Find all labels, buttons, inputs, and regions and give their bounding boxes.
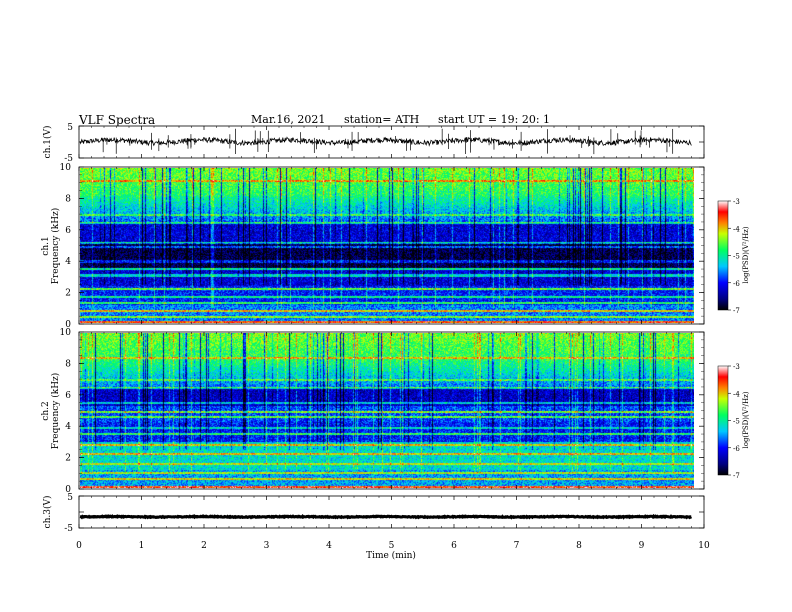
colorbar-tick-label: -6 — [733, 280, 740, 288]
ch1-colorbar-label: log(PSD)(V²/Hz) — [742, 226, 750, 283]
freq-tick-label: 8 — [65, 359, 71, 369]
station-label: station= ATH — [344, 113, 420, 126]
freq-tick-label: 2 — [65, 289, 71, 299]
ch1-ytick-bottom: -5 — [64, 154, 73, 164]
chart-title: VLF Spectra — [79, 113, 156, 127]
ch3-waveform — [79, 495, 704, 529]
freq-tick-label: 2 — [65, 454, 71, 464]
colorbar-tick-label: -3 — [733, 198, 740, 206]
time-tick-label: 9 — [639, 541, 645, 551]
time-tick-label: 4 — [326, 541, 332, 551]
ch2-spec-ylabel-line1: ch.2 — [41, 401, 51, 420]
ch1-spec-yticks: 0 2 4 6 8 10 — [60, 163, 704, 330]
time-tick-label: 8 — [576, 541, 582, 551]
ch3-wave-frame — [78, 495, 705, 529]
colorbar-tick-label: -7 — [733, 307, 740, 315]
freq-tick-label: 6 — [65, 226, 71, 236]
ch1-waveform — [79, 125, 704, 159]
ch2-spectrogram — [80, 333, 694, 488]
time-tick-label: 10 — [698, 541, 710, 551]
ch1-spectrogram — [80, 168, 694, 323]
time-tick-label: 3 — [264, 541, 270, 551]
colorbar-tick-label: -5 — [733, 418, 740, 426]
time-tick-label: 5 — [389, 541, 395, 551]
colorbar-tick-label: -5 — [733, 253, 740, 261]
ch2-colorbar-ticks: -3 -4 -5 -6 -7 — [728, 363, 740, 480]
freq-tick-label: 6 — [65, 391, 71, 401]
time-axis-ticks: 0 1 2 3 4 5 6 7 8 9 10 — [76, 126, 710, 551]
freq-tick-label: 4 — [65, 422, 71, 432]
waveform-trace — [79, 513, 693, 520]
ch3-ytick-top: 5 — [67, 493, 73, 503]
colorbar-tick-label: -7 — [733, 472, 740, 480]
ch1-spec-ylabel-line1: ch.1 — [41, 236, 51, 255]
colorbar-tick-label: -4 — [733, 390, 740, 398]
ch1-colorbar — [717, 200, 729, 311]
ch3-wave-ylabel: ch.3(V) — [42, 496, 53, 529]
ch2-colorbar — [717, 365, 729, 476]
freq-tick-label: 10 — [60, 328, 72, 338]
time-tick-label: 0 — [76, 541, 82, 551]
time-tick-label: 1 — [139, 541, 145, 551]
colorbar-tick-label: -6 — [733, 445, 740, 453]
ch2-spec-yticks: 0 2 4 6 8 10 — [60, 328, 704, 495]
ch2-colorbar-label: log(PSD)(V²/Hz) — [742, 391, 750, 448]
freq-tick-label: 10 — [60, 163, 72, 173]
ch1-wave-ylabel: ch.1(V) — [42, 126, 53, 159]
ch2-spec-ylabel-line2: Frequency (kHz) — [50, 373, 61, 450]
colorbar-tick-label: -3 — [733, 363, 740, 371]
time-tick-label: 2 — [201, 541, 207, 551]
freq-tick-label: 8 — [65, 194, 71, 204]
time-tick-label: 6 — [451, 541, 457, 551]
ch1-ytick-top: 5 — [67, 123, 73, 133]
freq-tick-label: 4 — [65, 257, 71, 267]
ch1-colorbar-ticks: -3 -4 -5 -6 -7 — [728, 198, 740, 315]
freq-tick-label: 0 — [65, 320, 71, 330]
colorbar-tick-label: -4 — [733, 225, 740, 233]
time-tick-label: 7 — [514, 541, 520, 551]
ch1-spec-ylabel-line2: Frequency (kHz) — [50, 208, 61, 285]
date-label: Mar.16, 2021 — [251, 113, 326, 126]
ch3-ytick-bottom: -5 — [64, 524, 73, 534]
time-axis-label: Time (min) — [366, 550, 416, 561]
freq-tick-label: 0 — [65, 485, 71, 495]
start-time-label: start UT = 19: 20: 1 — [438, 113, 551, 126]
